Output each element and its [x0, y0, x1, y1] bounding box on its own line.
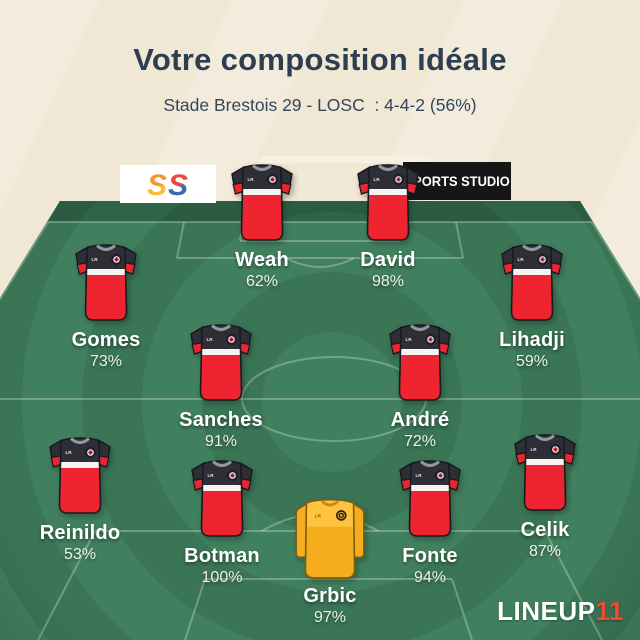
player-probability: 73%	[89, 353, 123, 370]
jersey-icon	[189, 459, 255, 539]
player-probability: 59%	[515, 353, 549, 370]
player-probability: 98%	[371, 273, 405, 290]
player-slot-fonte[interactable]: Fonte 94%	[365, 459, 495, 587]
sports-studio-label: SPORTS STUDIO	[404, 173, 510, 189]
player-slot-gomes[interactable]: Gomes 73%	[41, 243, 171, 371]
player-slot-weah[interactable]: Weah 62%	[197, 163, 327, 291]
ss-logo-icon: S S	[147, 169, 188, 202]
player-name: Weah	[235, 249, 289, 271]
player-slot-sanches[interactable]: Sanches 91%	[156, 323, 286, 451]
jersey-icon	[355, 163, 421, 243]
player-slot-andre[interactable]: André 72%	[355, 323, 485, 451]
player-slot-reinildo[interactable]: Reinildo 53%	[15, 436, 145, 564]
brand-number: 11	[595, 596, 624, 626]
svg-text:S: S	[147, 169, 167, 202]
match-formation-subtitle: Stade Brestois 29 - LOSC : 4-4-2 (56%)	[163, 95, 477, 115]
player-probability: 97%	[313, 609, 347, 626]
player-name: Celik	[520, 519, 570, 541]
jersey-icon	[387, 323, 453, 403]
player-name: Botman	[184, 545, 260, 567]
player-name: Gomes	[71, 329, 141, 351]
brand-name: LINEUP	[497, 596, 596, 626]
player-probability: 91%	[204, 433, 238, 450]
jersey-icon	[188, 323, 254, 403]
page-title: Votre composition idéale	[133, 42, 507, 77]
gk-jersey-icon	[293, 496, 367, 582]
player-probability: 53%	[63, 546, 97, 563]
player-name: Lihadji	[499, 329, 565, 351]
player-name: Reinildo	[39, 522, 121, 544]
jersey-icon	[47, 436, 113, 516]
player-name: Fonte	[402, 545, 458, 567]
player-name: Sanches	[179, 409, 263, 431]
player-probability: 100%	[201, 569, 243, 586]
jersey-icon	[229, 163, 295, 243]
player-name: Grbic	[303, 585, 357, 607]
jersey-icon	[397, 459, 463, 539]
player-probability: 87%	[528, 543, 562, 560]
player-slot-grbic-goalkeeper[interactable]: Grbic 97%	[265, 496, 395, 627]
player-slot-celik[interactable]: Celik 87%	[480, 433, 610, 561]
lineup11-logo: LINEUP11	[497, 596, 624, 627]
player-probability: 94%	[413, 569, 447, 586]
player-probability: 72%	[403, 433, 437, 450]
player-probability: 62%	[245, 273, 279, 290]
player-name: André	[390, 409, 450, 431]
player-name: David	[360, 249, 416, 271]
player-slot-botman[interactable]: Botman 100%	[157, 459, 287, 587]
player-slot-david[interactable]: David 98%	[323, 163, 453, 291]
jersey-icon	[512, 433, 578, 513]
svg-text:S: S	[168, 169, 188, 202]
sponsor-logo-ss: S S	[120, 165, 216, 203]
jersey-icon	[499, 243, 565, 323]
player-slot-lihadji[interactable]: Lihadji 59%	[467, 243, 597, 371]
jersey-icon	[73, 243, 139, 323]
sponsor-logo-sports-studio: SPORTS STUDIO	[403, 162, 511, 200]
